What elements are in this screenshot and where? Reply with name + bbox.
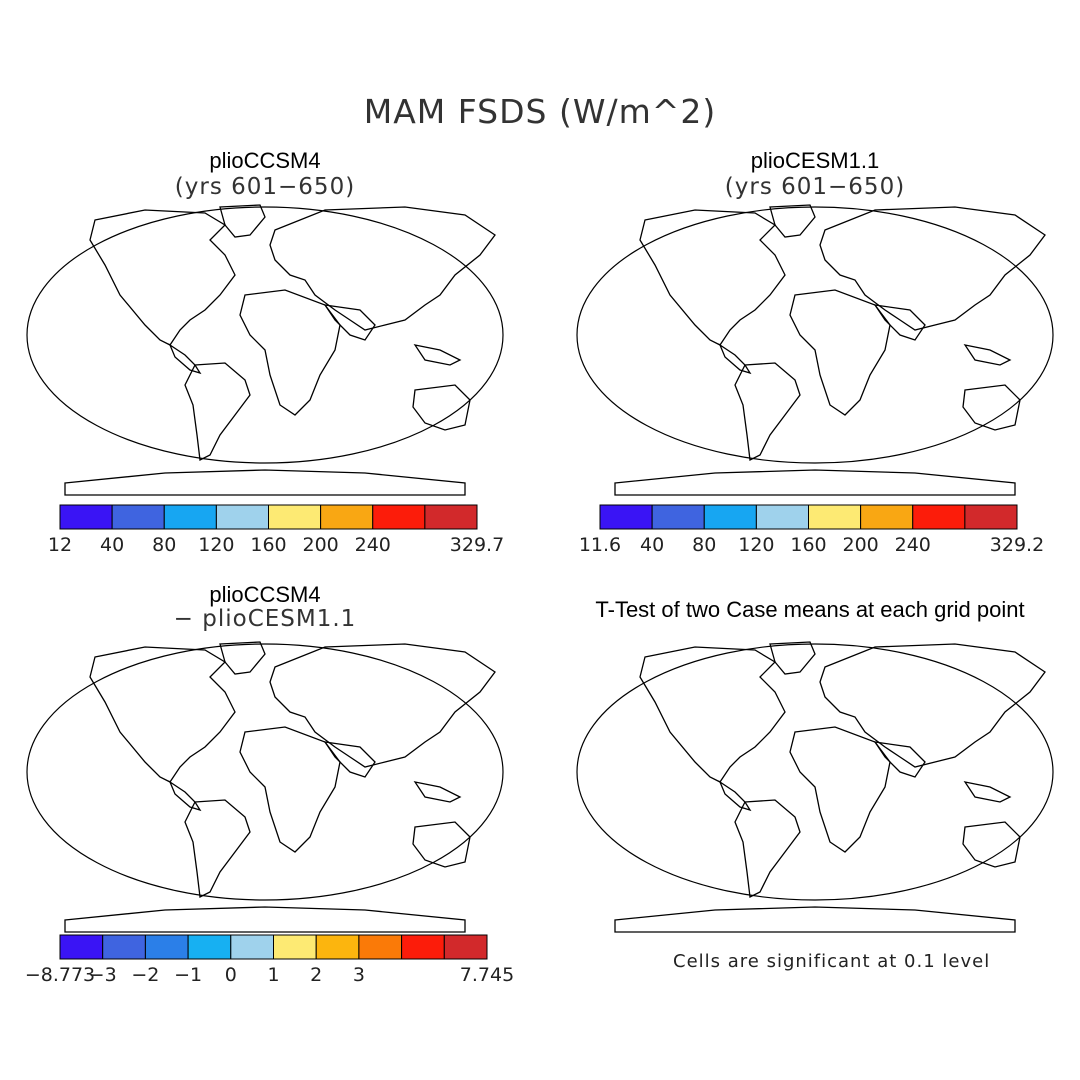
colorbar-3-swatch [102,934,146,960]
colorbar-1-swatch [59,504,113,530]
colorbar-2-label: 80 [692,534,717,556]
colorbar-2-swatch [964,504,1018,530]
colorbar-1-swatch [163,504,217,530]
colorbar-3-label: −8.773 [24,964,96,986]
colorbar-3-swatch [401,934,445,960]
colorbar-3-swatch [315,934,360,960]
colorbar-1-label: 329.7 [449,534,505,556]
colorbar-1-label: 240 [354,534,391,556]
colorbar-1-swatch [215,504,269,530]
colorbar-1-swatch [424,504,478,530]
colorbar-2-swatch [755,504,809,530]
colorbar-2-swatch [912,504,966,530]
colorbar-3-swatch [443,934,488,960]
colorbar-3-label: 0 [224,964,237,986]
colorbar-1-swatch [320,504,374,530]
colorbar-1-swatch [372,504,426,530]
colorbar-1-label: 12 [47,534,73,556]
colorbar-2-label: 40 [640,534,665,556]
colorbar-2-swatch [860,504,914,530]
colorbar-2-swatch [703,504,757,530]
map-border-4 [576,643,1054,901]
colorbar-3-swatch [187,934,232,960]
panel4-title: T-Test of two Case means at each grid po… [595,597,1025,622]
colorbar-2-swatch [651,504,705,530]
colorbar-2-label: 120 [738,534,775,556]
panel2-subtitle: (yrs 601−650) [724,174,906,200]
panel2-title: plioCESM1.1 [750,148,880,173]
colorbar-1-label: 40 [100,534,125,556]
figure-title: MAM FSDS (W/m^2) [363,92,717,131]
colorbar-1-label: 80 [152,534,177,556]
panel3-title: plioCCSM4 [209,582,321,607]
significance-note: Cells are significant at 0.1 level [673,951,991,972]
colorbar-3-label: 3 [352,964,365,986]
colorbar-2-label: 160 [790,534,827,556]
map-border-2 [576,206,1054,464]
map-border-3 [26,643,504,901]
map-border-1 [26,206,504,464]
colorbar-3-label: 7.745 [459,964,515,986]
colorbar-1-label: 120 [198,534,235,556]
colorbar-3-label: 1 [267,964,280,986]
colorbar-3-swatch [273,934,317,960]
colorbar-3-label: 2 [310,964,323,986]
colorbar-2-swatch [599,504,653,530]
colorbar-1-label: 200 [302,534,339,556]
panel1-subtitle: (yrs 601−650) [174,174,356,200]
panel1-title: plioCCSM4 [209,148,321,173]
colorbar-2-label: 329.2 [989,534,1045,556]
colorbar-2-label: 11.6 [578,534,622,556]
colorbar-3-swatch [59,934,104,960]
colorbar-3-label: −2 [131,964,160,986]
colorbar-3-label: −3 [88,964,117,986]
colorbar-3-swatch [144,934,189,960]
colorbar-2-label: 200 [842,534,879,556]
colorbar-1-swatch [111,504,165,530]
colorbar-1-label: 160 [250,534,287,556]
colorbar-1-swatch [268,504,322,530]
colorbar-3-label: −1 [174,964,203,986]
colorbar-3-swatch [358,934,403,960]
colorbar-2-label: 240 [894,534,931,556]
panel3-subtitle: − plioCESM1.1 [173,606,357,632]
colorbar-2-swatch [808,504,862,530]
colorbar-3-swatch [230,934,275,960]
